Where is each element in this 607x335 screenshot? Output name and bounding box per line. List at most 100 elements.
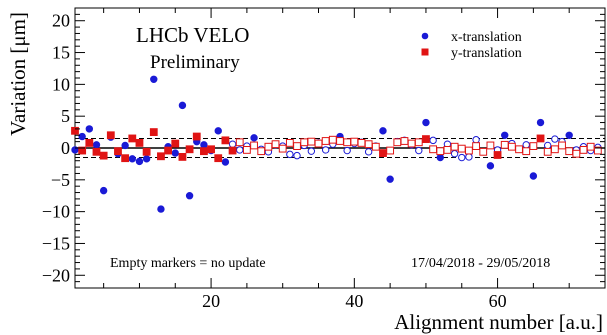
marker-x-translation [128,155,136,163]
y-tick-label: −15 [42,233,70,253]
marker-y-translation [242,146,251,154]
marker-y-translation [250,141,258,150]
marker-x-translation [321,146,330,154]
marker-y-translation [278,144,287,153]
marker-y-translation [522,147,531,156]
marker-y-translation [343,138,352,147]
marker-y-translation [85,139,94,147]
x-axis-title: Alignment number [a.u.] [394,310,603,334]
marker-y-translation [386,146,395,155]
marker-x-translation [228,140,237,148]
experiment-label: LHCb VELO [136,23,249,47]
marker-x-translation [551,135,559,143]
marker-y-translation [500,140,509,149]
marker-x-translation [472,136,480,144]
marker-y-translation [457,144,466,153]
marker-x-translation [307,147,316,155]
marker-x-translation [185,192,194,200]
marker-y-translation [328,135,337,144]
marker-y-translation [422,135,430,143]
marker-y-translation [465,146,473,155]
marker-y-translation [207,145,215,154]
marker-y-translation [407,139,416,148]
data-markers [71,75,602,213]
marker-y-translation [436,147,445,156]
marker-x-translation [157,205,165,213]
x-tick-label: 40 [345,291,363,311]
x-tick-label: 20 [202,291,220,311]
marker-x-translation [142,155,151,163]
marker-x-translation [544,141,552,150]
marker-y-translation [515,145,523,154]
marker-y-translation [200,147,208,156]
legend-marker-x-translation [421,32,429,40]
marker-x-translation [99,186,108,195]
marker-y-translation [264,142,273,151]
marker-y-translation [586,142,595,151]
marker-x-translation [536,118,545,127]
y-tick-label: 20 [52,11,70,31]
marker-y-translation [71,126,79,135]
marker-x-translation [150,75,158,83]
y-tick-label: 15 [52,43,70,63]
marker-y-translation [529,142,538,150]
marker-x-translation [171,149,179,157]
marker-x-translation [236,146,244,154]
marker-y-translation [579,146,588,154]
axis-ticks: −20 −15 −10 −5 0 5 10 15 20 20 40 60 [42,7,605,311]
marker-y-translation [393,138,402,147]
marker-y-translation [171,139,180,148]
marker-x-translation [501,131,509,139]
marker-y-translation [472,142,480,150]
marker-y-translation [371,142,380,151]
marker-y-translation [114,147,122,156]
y-tick-label: −10 [42,202,70,222]
marker-y-translation [235,138,244,147]
marker-y-translation [164,146,173,155]
marker-x-translation [364,148,373,156]
marker-x-translation [250,134,258,142]
y-tick-label: 5 [61,106,70,126]
marker-y-translation [185,145,194,154]
marker-x-translation [178,101,187,110]
marker-y-translation [479,147,488,156]
marker-y-translation [593,146,602,155]
marker-y-translation [257,147,266,156]
marker-y-translation [321,137,330,145]
marker-y-translation [565,147,574,156]
marker-y-translation [558,141,566,150]
marker-note: Empty markers = no update [110,256,266,271]
marker-x-translation [415,146,423,155]
marker-y-translation [106,131,115,140]
marker-x-translation [293,151,301,160]
legend-label-y-translation: y-translation [451,46,522,61]
marker-y-translation [293,142,301,150]
marker-y-translation [285,139,294,147]
marker-x-translation [422,118,430,127]
marker-y-translation [379,149,387,157]
marker-y-translation [78,146,87,155]
marker-x-translation [200,141,208,149]
marker-y-translation [314,139,323,148]
marker-x-translation [458,153,466,162]
marker-y-translation [228,146,237,155]
marker-y-translation [128,134,137,143]
marker-x-translation [286,150,294,159]
y-tick-label: −5 [51,170,70,190]
marker-x-translation [85,125,94,133]
marker-x-translation [92,141,101,149]
date-range: 17/04/2018 - 29/05/2018 [411,256,550,271]
marker-x-translation [135,157,144,166]
marker-x-translation [214,127,222,135]
marker-y-translation [149,128,158,136]
marker-y-translation [178,153,187,161]
legend-marker-y-translation [421,48,429,56]
marker-y-translation [271,140,280,149]
legend-label-x-translation: x-translation [451,30,522,45]
marker-y-translation [572,149,581,158]
marker-y-translation [221,136,230,145]
marker-x-translation [486,162,495,170]
marker-y-translation [300,138,309,147]
marker-y-translation [493,151,502,159]
